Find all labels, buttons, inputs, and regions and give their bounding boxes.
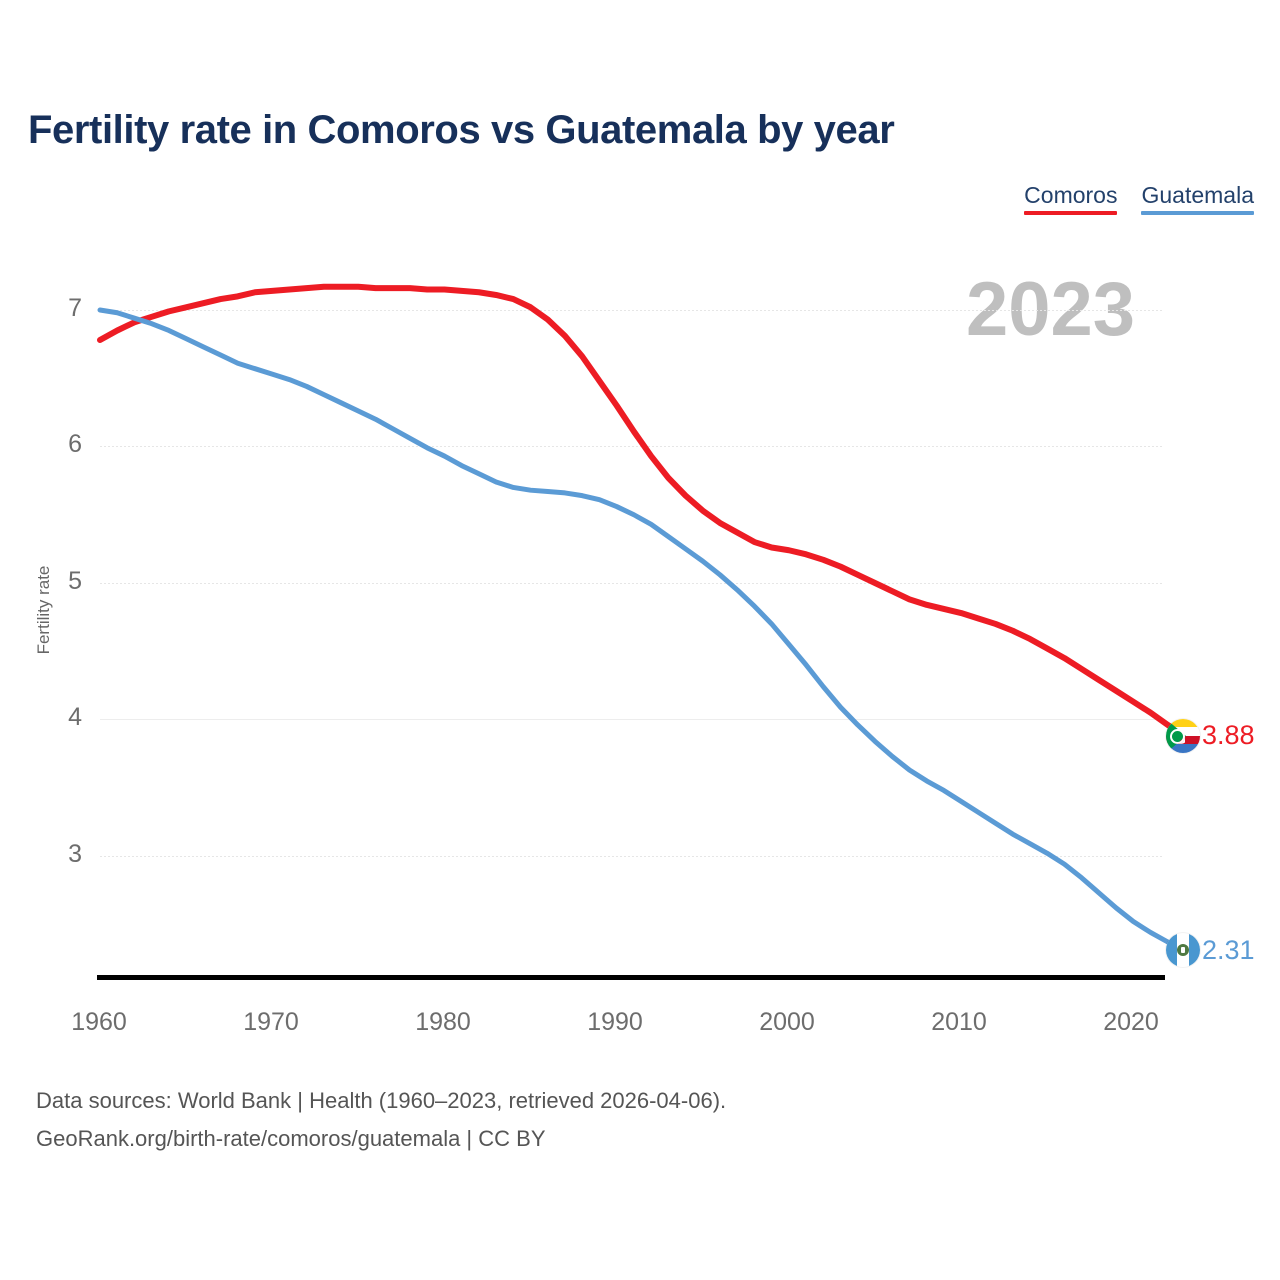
x-tick-1970: 1970 [243, 1008, 299, 1036]
endpoint-value-comoros: 3.88 [1202, 720, 1255, 751]
x-tick-2010: 2010 [931, 1008, 987, 1036]
x-axis-baseline [97, 975, 1165, 980]
legend-item-comoros[interactable]: Comoros [1024, 182, 1118, 216]
y-tick-7: 7 [68, 294, 82, 322]
gridline-5 [100, 583, 1162, 584]
x-tick-1980: 1980 [415, 1008, 471, 1036]
x-tick-1960: 1960 [71, 1008, 127, 1036]
legend-swatch-comoros [1024, 211, 1118, 216]
footer-sources: Data sources: World Bank | Health (1960–… [36, 1082, 726, 1158]
x-tick-2020: 2020 [1103, 1008, 1159, 1036]
endpoint-value-guatemala: 2.31 [1202, 934, 1255, 965]
endpoint-marker-guatemala[interactable]: 2.31 [1166, 933, 1255, 968]
series-line-guatemala [97, 307, 1188, 953]
year-watermark: 2023 [966, 267, 1136, 352]
gridline-7 [100, 310, 1162, 311]
series-line-comoros [97, 283, 1188, 739]
legend-label-guatemala: Guatemala [1141, 182, 1254, 208]
y-tick-6: 6 [68, 430, 82, 458]
x-tick-2000: 2000 [759, 1008, 815, 1036]
endpoint-marker-comoros[interactable]: 3.88 [1166, 718, 1255, 753]
chart-legend: Comoros Guatemala [1024, 182, 1254, 216]
legend-label-comoros: Comoros [1024, 182, 1118, 208]
gridline-4 [100, 719, 1162, 720]
footer-line-url: GeoRank.org/birth-rate/comoros/guatemala… [36, 1125, 546, 1151]
page-title: Fertility rate in Comoros vs Guatemala b… [28, 108, 895, 152]
y-tick-4: 4 [68, 703, 82, 731]
comoros-flag-icon [1166, 718, 1200, 753]
legend-swatch-guatemala [1141, 211, 1254, 216]
guatemala-flag-icon [1166, 933, 1200, 968]
y-tick-3: 3 [68, 840, 82, 868]
gridline-3 [100, 856, 1162, 857]
y-tick-5: 5 [68, 567, 82, 595]
footer-line-sources: Data sources: World Bank | Health (1960–… [36, 1088, 727, 1113]
legend-item-guatemala[interactable]: Guatemala [1141, 182, 1254, 216]
gridline-6 [100, 446, 1162, 447]
x-tick-1990: 1990 [587, 1008, 643, 1036]
